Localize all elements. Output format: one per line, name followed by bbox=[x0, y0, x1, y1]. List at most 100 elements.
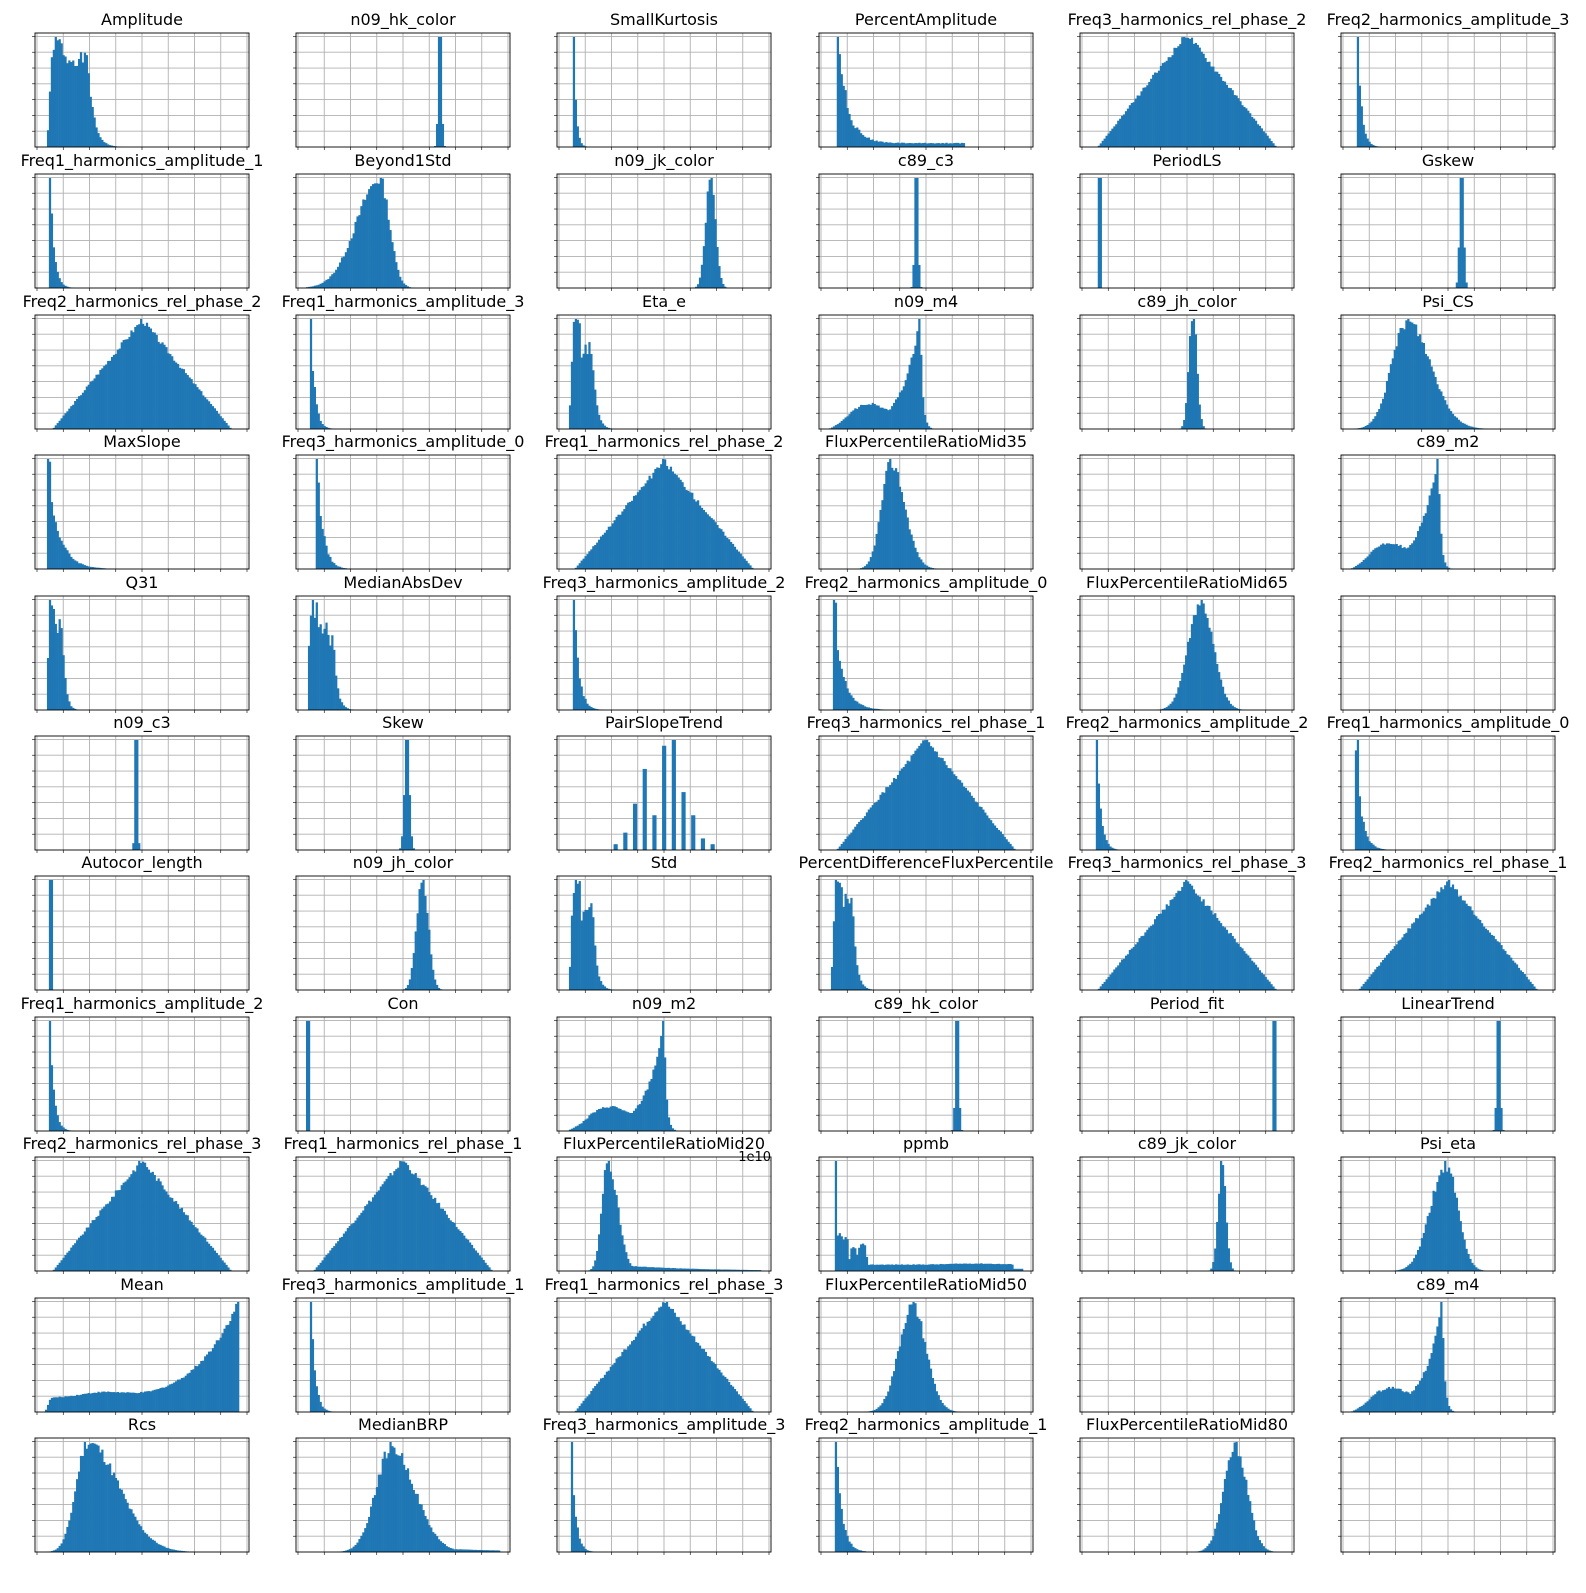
histogram-bar bbox=[1463, 423, 1466, 429]
histogram-bar bbox=[918, 1264, 921, 1271]
histogram-bar bbox=[128, 1177, 131, 1271]
histogram-bar bbox=[1448, 1167, 1451, 1271]
histogram-bar bbox=[1403, 934, 1406, 990]
histogram-bar bbox=[494, 1550, 497, 1552]
histogram-bar bbox=[603, 1170, 607, 1271]
histogram-bar bbox=[1380, 544, 1383, 569]
histogram-bar bbox=[46, 458, 50, 569]
histogram-bar bbox=[1422, 1372, 1426, 1412]
histogram-bar bbox=[1354, 750, 1358, 850]
histogram-bar bbox=[590, 707, 593, 710]
histogram-bar bbox=[578, 678, 581, 710]
panel-title: Freq3_harmonics_rel_phase_3 bbox=[1068, 853, 1307, 873]
histogram-bar bbox=[395, 1454, 398, 1552]
histogram-bar bbox=[984, 812, 987, 850]
histogram-bar bbox=[714, 1363, 717, 1412]
histogram-bar bbox=[1005, 1264, 1008, 1271]
histogram-bar bbox=[401, 280, 404, 288]
histogram-bar bbox=[570, 1441, 574, 1552]
histogram-bar bbox=[910, 534, 913, 569]
histogram-bar bbox=[381, 1184, 384, 1271]
histogram-panel-freq3-harmonics-amplitude-2: Freq3_harmonics_amplitude_2 bbox=[543, 573, 785, 713]
histogram-bar bbox=[939, 143, 942, 147]
histogram-bar bbox=[594, 1112, 597, 1131]
histogram-bar bbox=[130, 330, 133, 429]
histogram-bar bbox=[902, 386, 905, 429]
histogram-bar bbox=[582, 353, 585, 429]
histogram-bar bbox=[227, 425, 230, 429]
histogram-bar bbox=[198, 1232, 201, 1271]
histogram-bar bbox=[1171, 899, 1174, 990]
panel-title: LinearTrend bbox=[1401, 994, 1495, 1013]
histogram-bar bbox=[196, 1366, 199, 1412]
histogram-bar bbox=[997, 830, 1001, 850]
histogram-bar bbox=[443, 1210, 446, 1271]
histogram-bar bbox=[1399, 939, 1402, 990]
histogram-bar bbox=[1218, 1514, 1221, 1552]
histogram-bar bbox=[1274, 145, 1277, 147]
histogram-bar bbox=[1239, 946, 1242, 990]
histogram-bar bbox=[865, 988, 869, 990]
histogram-bar bbox=[1206, 905, 1209, 990]
histogram-bar bbox=[66, 1252, 69, 1271]
histogram-bar bbox=[1372, 844, 1375, 850]
histogram-bar bbox=[933, 1383, 936, 1412]
histogram-bar bbox=[375, 1192, 379, 1271]
histogram-bar bbox=[850, 411, 853, 429]
histogram-bar bbox=[1428, 359, 1431, 429]
histogram-bar bbox=[1426, 505, 1429, 569]
histogram-bar bbox=[89, 566, 92, 569]
histogram-bar bbox=[726, 538, 729, 569]
histogram-bar bbox=[97, 1445, 100, 1552]
histogram-bar bbox=[1376, 411, 1379, 429]
histogram-bar bbox=[949, 143, 952, 147]
histogram-bar bbox=[1416, 1384, 1420, 1412]
histogram-bar bbox=[79, 1235, 83, 1271]
histogram-bar bbox=[130, 1509, 133, 1552]
panel-title: Rcs bbox=[128, 1415, 156, 1434]
histogram-bar bbox=[1167, 905, 1170, 990]
histogram-bar bbox=[167, 353, 170, 429]
histogram-bar bbox=[64, 547, 67, 569]
histogram-bar bbox=[712, 1269, 715, 1271]
histogram-bar bbox=[1519, 970, 1523, 990]
histogram-bar bbox=[871, 805, 874, 850]
histogram-bar bbox=[997, 1263, 1001, 1271]
histogram-bar bbox=[926, 143, 929, 147]
histogram-bar bbox=[906, 517, 909, 569]
histogram-bar bbox=[91, 380, 94, 429]
histogram-bar bbox=[435, 1203, 439, 1271]
histogram-bar bbox=[85, 1448, 88, 1552]
histogram-bar bbox=[213, 1344, 217, 1412]
histogram-bar bbox=[70, 706, 73, 710]
histogram-bar bbox=[667, 1117, 671, 1131]
histogram-panel-lineartrend: LinearTrend bbox=[1338, 994, 1556, 1134]
histogram-bar bbox=[726, 1269, 729, 1271]
histogram-bar bbox=[1241, 105, 1244, 147]
histogram-bar bbox=[702, 1349, 706, 1412]
histogram-panel-freq2-harmonics-rel-phase-2: Freq2_harmonics_rel_phase_2 bbox=[23, 292, 261, 432]
histogram-bar bbox=[387, 1453, 390, 1552]
histogram-bar bbox=[1268, 1550, 1271, 1552]
histogram-bar bbox=[1229, 88, 1232, 147]
histogram-bar bbox=[87, 384, 90, 429]
histogram-bar bbox=[836, 1235, 839, 1271]
histogram-bar bbox=[153, 332, 156, 429]
histogram-panel-n09-m4: n09_m4 bbox=[816, 292, 1034, 432]
histogram-bar bbox=[1364, 1402, 1367, 1412]
histogram-bar bbox=[1418, 526, 1422, 569]
histogram-bar bbox=[1210, 66, 1213, 147]
histogram-bar bbox=[77, 396, 81, 429]
histogram-bar bbox=[364, 199, 367, 288]
histogram-bar bbox=[922, 143, 925, 147]
histogram-bar bbox=[636, 1266, 640, 1271]
histogram-bar bbox=[926, 565, 929, 569]
histogram-bar bbox=[908, 364, 911, 429]
histogram-bar bbox=[737, 551, 740, 569]
histogram-bar bbox=[1185, 655, 1188, 710]
histogram-bar bbox=[1126, 954, 1130, 990]
histogram-bar bbox=[198, 1364, 201, 1412]
histogram-panel-n09-hk-color: n09_hk_color bbox=[293, 10, 511, 150]
histogram-bar bbox=[660, 464, 663, 569]
histogram-bar bbox=[79, 1455, 83, 1552]
